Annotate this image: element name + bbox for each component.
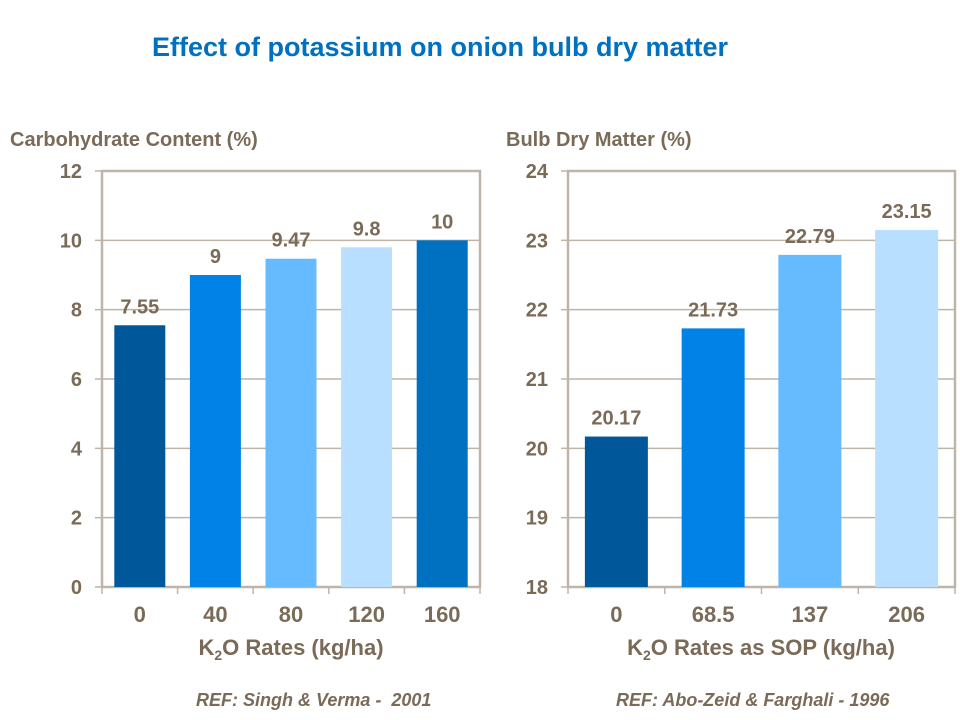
- data-label: 20.17: [591, 408, 641, 430]
- data-label: 7.55: [120, 296, 159, 318]
- bar: [265, 258, 317, 587]
- y-tick-label: 20: [526, 438, 548, 460]
- bar: [584, 436, 648, 587]
- data-label: 9.8: [353, 218, 381, 240]
- bar: [875, 229, 939, 587]
- data-label: 10: [431, 211, 453, 233]
- reference-left: REF: Singh & Verma - 2001: [196, 690, 432, 710]
- y-tick-label: 24: [526, 161, 549, 183]
- x-axis-title-part: O Rates (kg/ha): [222, 635, 383, 660]
- x-tick-label: 0: [610, 602, 622, 627]
- y-tick-label: 4: [71, 438, 83, 460]
- x-axis-title: K2O Rates (kg/ha): [198, 635, 383, 663]
- x-axis-title-part: 2: [214, 647, 222, 663]
- data-label: 9: [210, 246, 221, 268]
- x-tick-label: 120: [348, 602, 385, 627]
- bar: [341, 247, 393, 587]
- y-tick-label: 0: [71, 577, 82, 599]
- x-tick-label: 80: [279, 602, 303, 627]
- data-label: 23.15: [882, 201, 932, 223]
- y-tick-label: 6: [71, 369, 82, 391]
- data-label: 22.79: [785, 226, 835, 248]
- y-tick-label: 10: [60, 230, 82, 252]
- data-label: 9.47: [272, 230, 311, 252]
- data-label: 21.73: [688, 299, 738, 321]
- x-axis-title-part: 2: [643, 647, 651, 663]
- slide-title: Effect of potassium on onion bulb dry ma…: [151, 32, 729, 62]
- y-tick-label: 12: [60, 161, 82, 183]
- x-tick-label: 0: [134, 602, 146, 627]
- y-tick-label: 19: [526, 508, 548, 530]
- bar: [778, 254, 842, 588]
- bar: [189, 275, 241, 587]
- y-axis-title: Carbohydrate Content (%): [10, 129, 258, 151]
- x-axis-title-part: O Rates as SOP (kg/ha): [651, 635, 895, 660]
- y-axis-title: Bulb Dry Matter (%): [506, 129, 692, 151]
- x-tick-label: 206: [888, 602, 925, 627]
- x-axis-title: K2O Rates as SOP (kg/ha): [627, 635, 895, 663]
- bar: [416, 240, 468, 588]
- y-tick-label: 18: [526, 577, 548, 599]
- x-axis-title-part: K: [198, 635, 214, 660]
- y-tick-label: 23: [526, 230, 548, 252]
- reference-right: REF: Abo-Zeid & Farghali - 1996: [616, 690, 890, 710]
- y-tick-label: 2: [71, 508, 82, 530]
- bar: [681, 328, 745, 587]
- x-tick-label: 137: [792, 602, 829, 627]
- x-axis-title-part: K: [627, 635, 643, 660]
- bar: [114, 325, 166, 587]
- x-tick-label: 40: [203, 602, 227, 627]
- y-tick-label: 21: [526, 369, 548, 391]
- x-tick-label: 68.5: [692, 602, 735, 627]
- y-tick-label: 8: [71, 300, 82, 322]
- x-tick-label: 160: [424, 602, 461, 627]
- y-tick-label: 22: [526, 300, 548, 322]
